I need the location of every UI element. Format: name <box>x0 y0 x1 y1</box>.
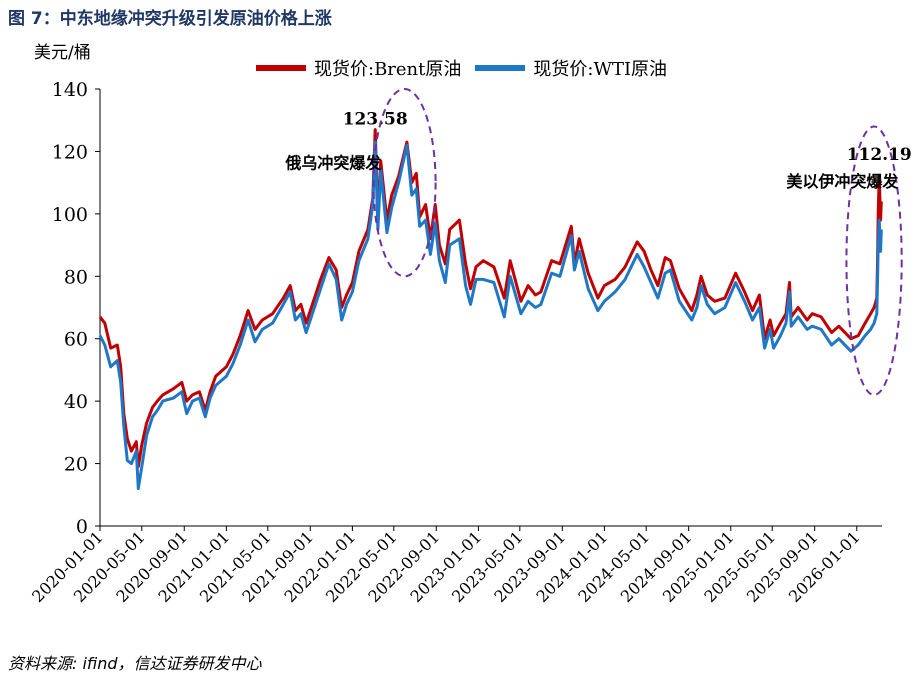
legend-swatch-brent <box>256 65 306 71</box>
y-tick-label: 40 <box>64 391 88 413</box>
y-tick-label: 60 <box>64 329 88 351</box>
line-chart: 0204060801001201402020-01-012020-05-0120… <box>28 79 912 606</box>
legend-label-wti: 现货价:WTI原油 <box>533 59 668 80</box>
legend-item-wti: 现货价:WTI原油 <box>475 55 667 81</box>
event-ellipse <box>372 87 437 278</box>
chart-legend: 现货价:Brent原油 现货价:WTI原油 <box>256 55 667 81</box>
source-note: 资料来源: ifind，信达证券研发中心 <box>8 654 262 673</box>
y-tick-label: 140 <box>52 79 88 101</box>
series-line-brent <box>98 128 883 469</box>
y-tick-label: 80 <box>64 266 88 288</box>
chart-axes: 0204060801001201402020-01-012020-05-0120… <box>28 79 882 606</box>
y-tick-label: 100 <box>52 204 88 226</box>
y-tick-label: 20 <box>64 454 88 476</box>
legend-swatch-wti <box>475 65 526 71</box>
event-ellipse <box>845 125 903 396</box>
legend-label-brent: 现货价:Brent原油 <box>314 59 462 80</box>
y-tick-label: 120 <box>52 141 88 163</box>
event-label: 美以伊冲突爆发 <box>786 172 899 191</box>
peak-value-label: 123.58 <box>343 109 408 129</box>
chart-lines <box>98 128 883 490</box>
y-axis-unit-label: 美元/桶 <box>34 43 91 63</box>
event-label: 俄乌冲突爆发 <box>284 154 382 173</box>
series-line-wti <box>98 140 883 490</box>
y-tick-label: 0 <box>76 516 88 538</box>
legend-item-brent: 现货价:Brent原油 <box>256 55 461 81</box>
peak-value-label: 112.19 <box>847 145 912 165</box>
chart-title: 图 7：中东地缘冲突升级引发原油价格上涨 <box>8 9 332 29</box>
